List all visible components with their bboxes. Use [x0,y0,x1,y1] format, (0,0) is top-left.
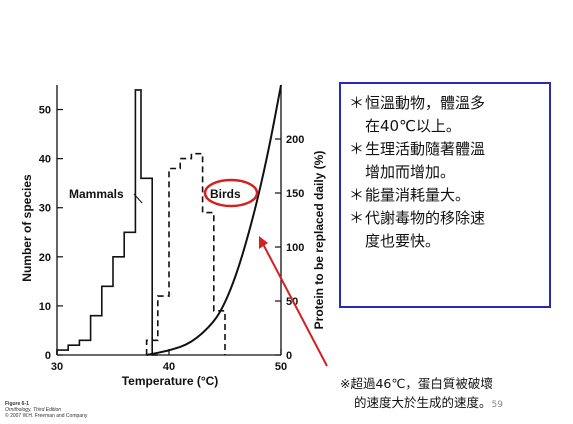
footnote-line-2: 的速度大於生成的速度。 [354,395,492,410]
bullet-star: ＊ [349,140,365,158]
chart-axes [56,85,282,356]
bullet-item: ＊生理活動隨著體溫 增加而增加。 [349,138,543,184]
mammals-leader-line [133,193,143,204]
bullet-text-line: 增加而增加。 [365,163,456,181]
y-left-tick-label: 30 [39,203,51,215]
y-left-tick-label: 40 [39,154,51,166]
series-label-mammals: Mammals [69,187,124,201]
figure-credit: Figure 6-1 Ornithology, Third Edition © … [5,401,88,419]
bullet-star: ＊ [349,186,365,204]
bullet-star: ＊ [349,94,365,112]
y-right-tick-label: 0 [286,350,292,362]
series-histogram-1 [145,152,226,355]
credit-line-1: Figure 6-1 [5,401,29,407]
y-left-tick-label: 50 [39,105,51,117]
footnote-line-1: 超過46℃，蛋白質被破壞 [350,376,493,391]
bullet-text-line: 在40℃以上。 [365,117,461,135]
bullet-text-line: 恒溫動物，體溫多 [365,94,486,112]
y-axis-right-title: Protein to be replaced daily (%) [312,151,326,330]
footnote-symbol: ※ [340,376,351,391]
protein-replacement-curve [146,84,282,356]
bullet-text-line: 度也要快。 [365,232,441,250]
slide-number: 59 [491,400,503,410]
y-left-tick-label: 10 [39,301,51,313]
bullet-text-line: 能量消耗量大。 [365,186,471,204]
x-tick-label: 40 [163,361,175,373]
series-label-birds: Birds [210,187,241,201]
credit-line-2: Ornithology, Third Edition [5,407,61,413]
credit-line-3: © 2007 W.H. Freeman and Company [5,412,88,419]
y-axis-left-title: Number of species [20,174,34,282]
bullet-text-line: 生理活動隨著體溫 [365,140,486,158]
callout-arrow [261,241,328,367]
bullet-item: ＊能量消耗量大。 [349,184,543,207]
x-axis-title: Temperature (°C) [122,374,219,388]
series-histogram-0 [56,89,158,356]
callout-arrowhead [259,236,268,249]
footnote: ※超過46℃，蛋白質被破壞 的速度大於生成的速度。59 [340,374,568,415]
x-tick-label: 50 [275,361,287,373]
bullet-star: ＊ [349,209,365,227]
y-right-tick-label: 150 [286,188,304,200]
bullet-text-line: 代謝毒物的移除速 [365,209,486,227]
y-right-tick-label: 100 [286,242,304,254]
chart-marks [56,84,282,356]
bullet-item: ＊代謝毒物的移除速 度也要快。 [349,207,543,253]
info-box: ＊恒溫動物，體溫多 在40℃以上。 ＊生理活動隨著體溫 增加而增加。 ＊能量消耗量大… [339,82,551,308]
x-tick-label: 30 [51,361,63,373]
birds-highlight-ellipse [203,178,259,208]
y-left-tick-label: 0 [45,350,51,362]
bullet-item: ＊恒溫動物，體溫多 在40℃以上。 [349,92,543,138]
y-right-tick-label: 200 [286,134,304,146]
y-left-tick-label: 20 [39,252,51,264]
